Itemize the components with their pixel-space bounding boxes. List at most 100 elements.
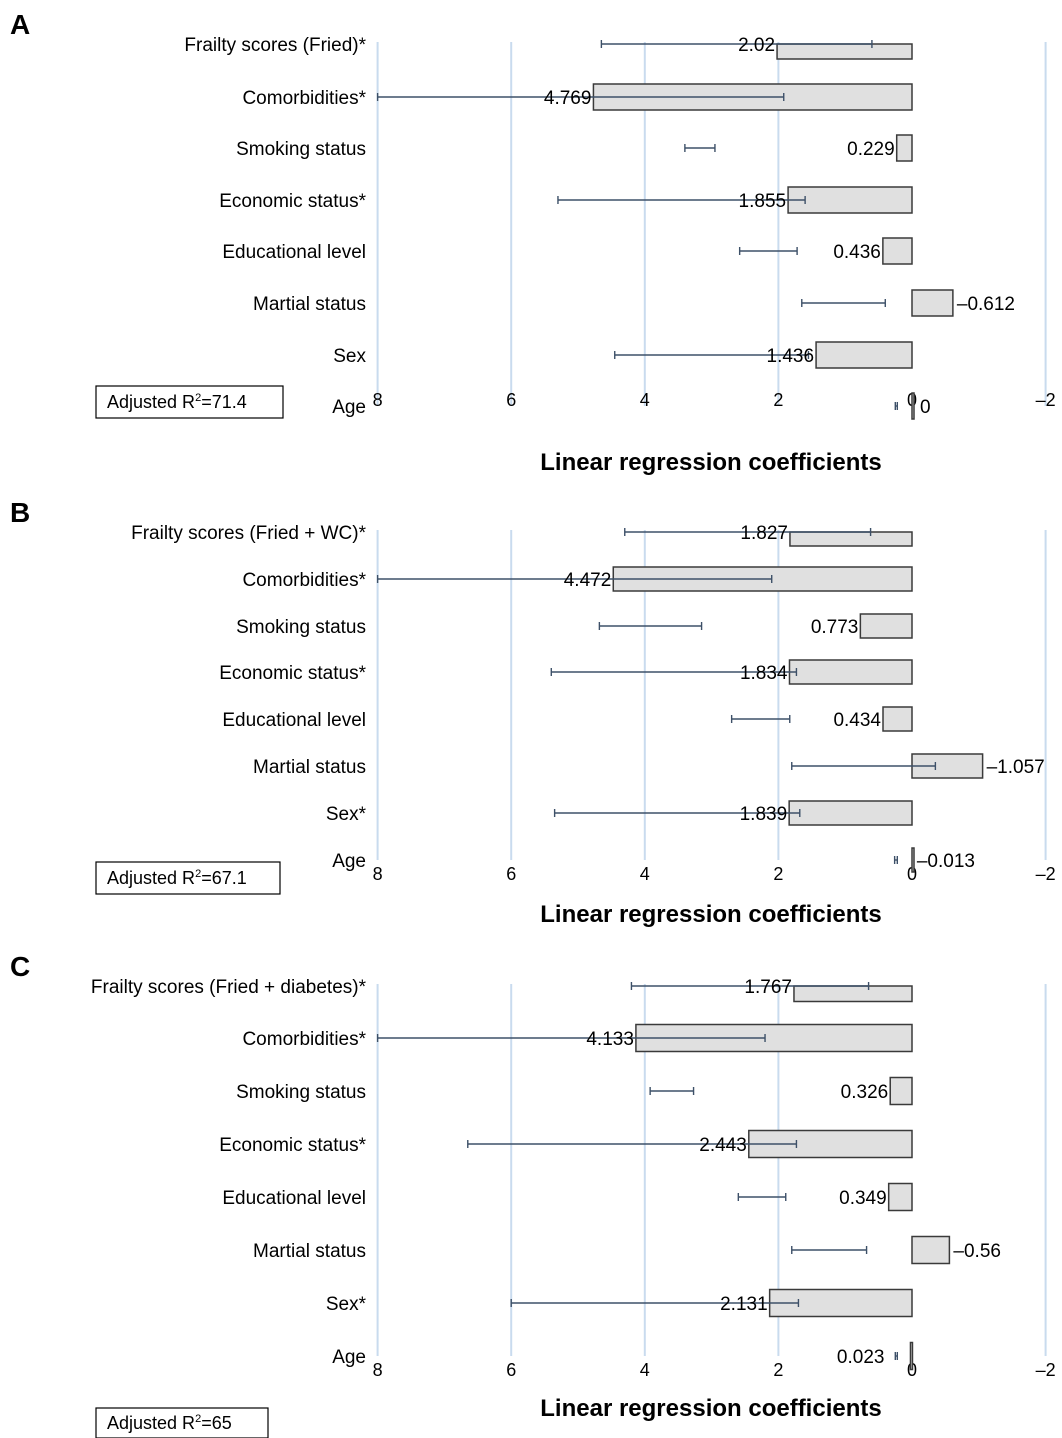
value-label: 1.827 (740, 523, 788, 544)
value-label: 1.834 (740, 663, 788, 684)
value-label: 4.769 (544, 88, 592, 109)
value-label: 0.229 (847, 139, 895, 160)
bar (788, 800, 913, 826)
value-label: 0 (920, 397, 931, 418)
r2-value: =65 (201, 1413, 232, 1433)
x-tick-label: 8 (373, 390, 383, 410)
x-tick-label: –2 (1036, 390, 1056, 410)
category-label: Educational level (222, 242, 366, 263)
x-tick-label: 8 (373, 1360, 383, 1380)
category-label: Comorbidities* (242, 570, 366, 591)
category-label: Frailty scores (Fried + WC)* (131, 523, 366, 544)
r2-annotation: Adjusted R2=71.4 (107, 392, 247, 412)
r2-value: =67.1 (201, 868, 247, 888)
value-label: 0.434 (833, 710, 881, 731)
x-axis-title: Linear regression coefficients (540, 1395, 881, 1422)
bar (788, 659, 913, 685)
bar (909, 1341, 914, 1371)
x-tick-label: 2 (773, 1360, 783, 1380)
category-label: Sex* (326, 1294, 367, 1315)
r2-superscript: 2 (195, 1413, 201, 1425)
x-tick-label: 6 (506, 390, 516, 410)
value-label: 0.773 (811, 617, 859, 638)
x-tick-label: 0 (907, 864, 917, 884)
panel-letter: A (10, 9, 30, 40)
category-label: Frailty scores (Fried + diabetes)* (91, 977, 367, 998)
value-label: 0.023 (837, 1347, 885, 1368)
category-label: Age (332, 397, 366, 418)
value-label: 4.472 (564, 570, 612, 591)
r2-box (95, 861, 281, 895)
value-label: 2.443 (699, 1135, 747, 1156)
category-label: Educational level (222, 710, 366, 731)
r2-box (95, 385, 284, 419)
bar (815, 341, 913, 369)
category-label: Smoking status (236, 139, 366, 160)
r2-annotation: Adjusted R2=65 (107, 1413, 232, 1433)
x-tick-label: 6 (506, 1360, 516, 1380)
x-tick-label: 4 (640, 390, 650, 410)
value-label: 2.131 (720, 1294, 768, 1315)
x-axis-title: Linear regression coefficients (540, 449, 881, 476)
category-label: Comorbidities* (242, 1029, 366, 1050)
category-label: Comorbidities* (242, 88, 366, 109)
r2-value: =71.4 (201, 392, 247, 412)
x-tick-label: 4 (640, 1360, 650, 1380)
value-label: 1.855 (739, 191, 787, 212)
bar (859, 613, 913, 639)
panel-b: B 8 6 4 2 0 –2 Frailty scores (Fried + WC)* 1.82… (10, 497, 1056, 928)
bar (911, 392, 915, 420)
category-label: Martial status (253, 757, 366, 778)
bar (793, 985, 913, 1003)
category-label: Economic status* (219, 191, 366, 212)
category-label: Smoking status (236, 617, 366, 638)
category-label: Smoking status (236, 1082, 366, 1103)
category-label: Martial status (253, 1241, 366, 1262)
bar (789, 531, 913, 547)
r2-prefix: Adjusted R (107, 392, 195, 412)
category-label: Economic status* (219, 663, 366, 684)
value-label: 4.133 (586, 1029, 634, 1050)
bar (889, 1076, 913, 1106)
r2-superscript: 2 (195, 392, 201, 404)
x-tick-label: 2 (773, 390, 783, 410)
value-label: –1.057 (987, 757, 1045, 778)
category-label: Sex (333, 346, 366, 367)
panel-a: A 8 6 4 2 0 –2 Frailty scores (Fried)* 2.02 Comor… (10, 9, 1056, 476)
x-tick-label: –2 (1036, 1360, 1056, 1380)
value-label: 0.436 (833, 242, 881, 263)
category-label: Sex* (326, 804, 367, 825)
x-tick-label: 8 (373, 864, 383, 884)
r2-box (95, 1407, 269, 1438)
r2-prefix: Adjusted R (107, 1413, 195, 1433)
x-tick-label: 4 (640, 864, 650, 884)
r2-annotation: Adjusted R2=67.1 (107, 868, 247, 888)
r2-prefix: Adjusted R (107, 868, 195, 888)
category-label: Frailty scores (Fried)* (184, 35, 366, 56)
bar (882, 237, 913, 265)
x-tick-label: 6 (506, 864, 516, 884)
category-label: Age (332, 1347, 366, 1368)
r2-superscript: 2 (195, 868, 201, 880)
x-tick-label: 2 (773, 864, 783, 884)
bar (882, 706, 913, 732)
panel-letter: B (10, 497, 30, 528)
bar (887, 1182, 913, 1212)
value-label: –0.56 (953, 1241, 1001, 1262)
bar (776, 43, 913, 60)
bar (787, 186, 913, 214)
value-label: 0.326 (841, 1082, 889, 1103)
value-label: 0.349 (839, 1188, 887, 1209)
bar (895, 134, 913, 162)
value-label: –0.612 (957, 294, 1015, 315)
category-label: Economic status* (219, 1135, 366, 1156)
value-label: –0.013 (917, 851, 975, 872)
x-tick-label: –2 (1036, 864, 1056, 884)
panel-letter: C (10, 951, 30, 982)
value-label: 1.839 (740, 804, 788, 825)
category-label: Martial status (253, 294, 366, 315)
bar (911, 1235, 951, 1265)
bar (911, 289, 954, 317)
